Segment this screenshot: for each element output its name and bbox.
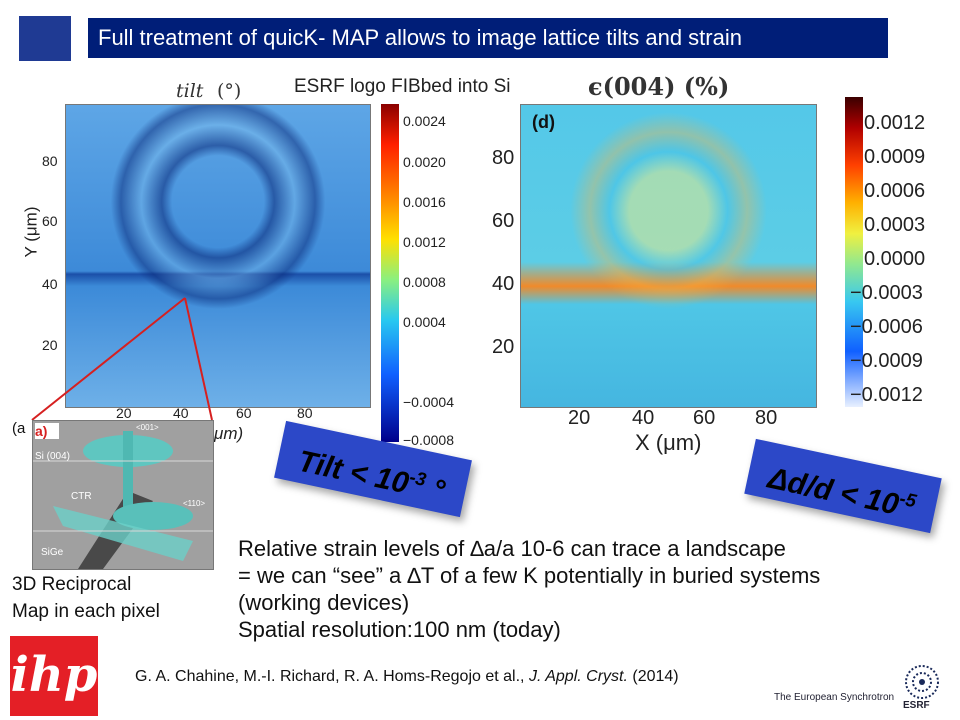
strain-cbar-tick: 0.0006 <box>864 180 926 202</box>
decor-square <box>19 16 71 61</box>
reference: G. A. Chahine, M.-I. Richard, R. A. Homs… <box>135 668 679 686</box>
tilt-y-tick: 20 <box>42 337 58 353</box>
reciprocal-map-inset: a) Si (004) CTR SiGe <001> <110> <box>32 420 214 570</box>
tilt-cbar-tick: 0.0008 <box>403 274 446 290</box>
reciprocal-caption-line: 3D Reciprocal <box>12 574 132 595</box>
tilt-x-tick: 60 <box>236 405 252 421</box>
strain-cbar-tick: −0.0006 <box>850 316 923 338</box>
reciprocal-caption: 3D Reciprocal Map in each pixel <box>12 571 212 625</box>
reference-journal: J. Appl. Cryst. <box>528 668 628 685</box>
inset-label: CTR <box>71 491 92 502</box>
tilt-x-tick: 20 <box>116 405 132 421</box>
strain-x-tick: 80 <box>755 407 778 429</box>
ihp-logo: ihp <box>10 636 98 716</box>
tilt-y-tick: 80 <box>42 153 58 169</box>
tilt-cbar-tick: 0.0024 <box>403 113 446 129</box>
tilt-cbar-tick: 0.0020 <box>403 154 446 170</box>
tilt-map-image <box>65 104 371 408</box>
strain-y-tick: 80 <box>492 147 515 169</box>
strain-cbar-tick: −0.0003 <box>850 282 923 304</box>
tilt-x-axis-label: μm) <box>214 424 244 443</box>
reference-year: (2014) <box>627 668 679 685</box>
strain-colorbar <box>845 97 863 407</box>
inset-panel-label: a) <box>35 423 59 439</box>
esrf-logo-icon <box>905 665 939 699</box>
inset-label: <110> <box>183 499 206 508</box>
reciprocal-caption-line: Map in each pixel <box>12 601 160 622</box>
body-line: (working devices) <box>238 590 410 615</box>
strain-cbar-tick: 0.0009 <box>864 146 926 168</box>
strain-cbar-tick: 0.0003 <box>864 214 926 236</box>
tilt-y-tick: 40 <box>42 276 58 292</box>
tilt-x-tick: 80 <box>297 405 313 421</box>
tilt-x-tick: 40 <box>173 405 189 421</box>
tilt-cbar-tick: 0.0004 <box>403 314 446 330</box>
body-line: = we can “see” a ∆T of a few K potential… <box>238 563 821 588</box>
strain-cbar-tick: 0.0012 <box>864 112 926 134</box>
strain-cbar-tick: 0.0000 <box>864 248 926 270</box>
slide-title: Full treatment of quicK- MAP allows to i… <box>88 18 888 58</box>
strain-x-tick: 40 <box>632 407 655 429</box>
strain-cbar-tick: −0.0012 <box>850 384 923 406</box>
strain-x-axis-label: X (μm) <box>635 430 702 455</box>
tilt-cbar-tick: −0.0008 <box>403 432 454 448</box>
esrf-tagline: The European Synchrotron <box>774 692 895 703</box>
inset-label: SiGe <box>41 547 64 558</box>
tilt-y-tick: 60 <box>42 213 58 229</box>
strain-y-tick: 20 <box>492 336 515 358</box>
strain-x-tick: 60 <box>693 407 716 429</box>
tilt-cbar-tick: 0.0012 <box>403 234 446 250</box>
strain-x-tick: 20 <box>568 407 591 429</box>
strain-y-tick: 40 <box>492 273 515 295</box>
tilt-colorbar <box>381 104 399 442</box>
reciprocal-map-illustration <box>33 421 213 569</box>
body-line: Spatial resolution:100 nm (today) <box>238 617 561 642</box>
tilt-map-unit: (°) <box>217 80 242 102</box>
strain-panel-label: (d) <box>532 112 555 132</box>
strain-y-tick: 60 <box>492 210 515 232</box>
reference-authors: G. A. Chahine, M.-I. Richard, R. A. Homs… <box>135 668 529 685</box>
strain-map-title: ϵ(004) (%) <box>588 72 730 101</box>
strain-map-image <box>520 104 817 408</box>
inset-label: Si (004) <box>35 451 71 462</box>
strain-cbar-tick: −0.0009 <box>850 350 923 372</box>
tilt-map-title: tilt <box>176 80 204 102</box>
esrf-logo-note: ESRF logo FIBbed into Si <box>282 72 584 104</box>
esrf-logo-name: ESRF <box>903 700 930 711</box>
strain-box-exponent: -5 <box>897 487 919 512</box>
inset-label: <001> <box>136 423 159 432</box>
tilt-cbar-tick: 0.0016 <box>403 194 446 210</box>
body-line: Relative strain levels of ∆a/a 10-6 can … <box>238 536 786 561</box>
tilt-cbar-tick: −0.0004 <box>403 394 454 410</box>
inset-outer-label: (a <box>12 420 26 437</box>
body-text: Relative strain levels of ∆a/a 10-6 can … <box>238 535 953 643</box>
